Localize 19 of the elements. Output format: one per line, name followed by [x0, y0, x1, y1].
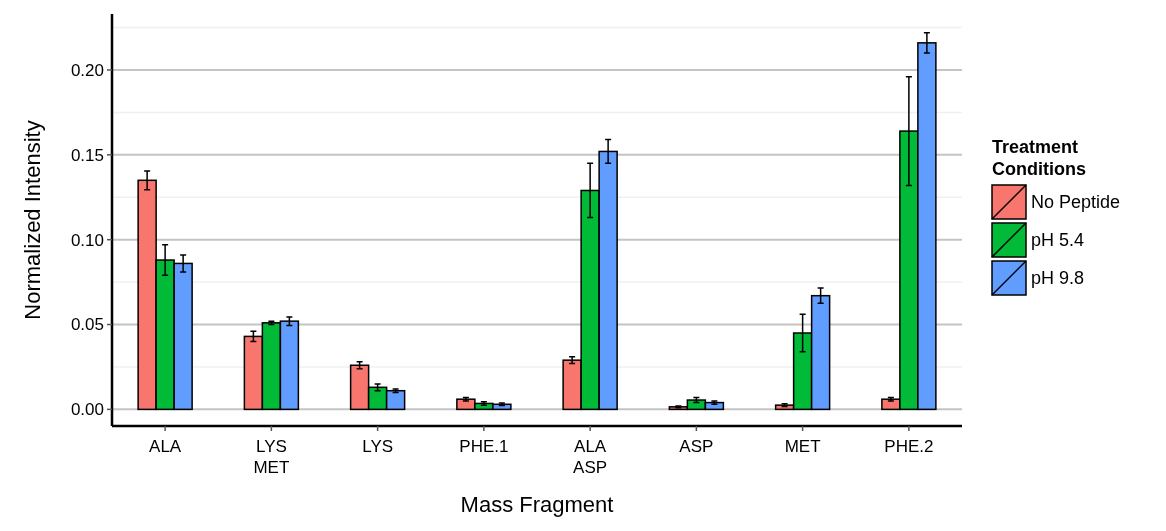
- y-tick-label: 0.00: [70, 400, 104, 420]
- y-tick-label: 0.15: [70, 145, 104, 165]
- x-tick-label: ASP: [679, 437, 714, 456]
- x-tick-label: LYS MET: [253, 437, 290, 477]
- x-tick-label: PHE.1: [459, 437, 509, 456]
- legend-label: No Peptide: [1031, 192, 1121, 213]
- legend-label: pH 5.4: [1031, 230, 1085, 251]
- legend-label: pH 9.8: [1031, 268, 1085, 289]
- y-tick-label: 0.20: [70, 60, 104, 80]
- x-tick-label: ALA: [149, 437, 182, 456]
- x-axis-title: Mass Fragment: [460, 492, 614, 517]
- y-tick-label: 0.10: [70, 230, 104, 250]
- y-axis-title: Normalized Intensity: [20, 120, 45, 320]
- y-tick-label: 0.05: [70, 315, 104, 335]
- x-tick-label: MET: [784, 437, 821, 456]
- x-tick-label: LYS: [362, 437, 394, 456]
- x-tick-label: ALA ASP: [573, 437, 608, 477]
- legend-title: Treatment Conditions: [992, 137, 1086, 179]
- x-tick-label: PHE.2: [884, 437, 934, 456]
